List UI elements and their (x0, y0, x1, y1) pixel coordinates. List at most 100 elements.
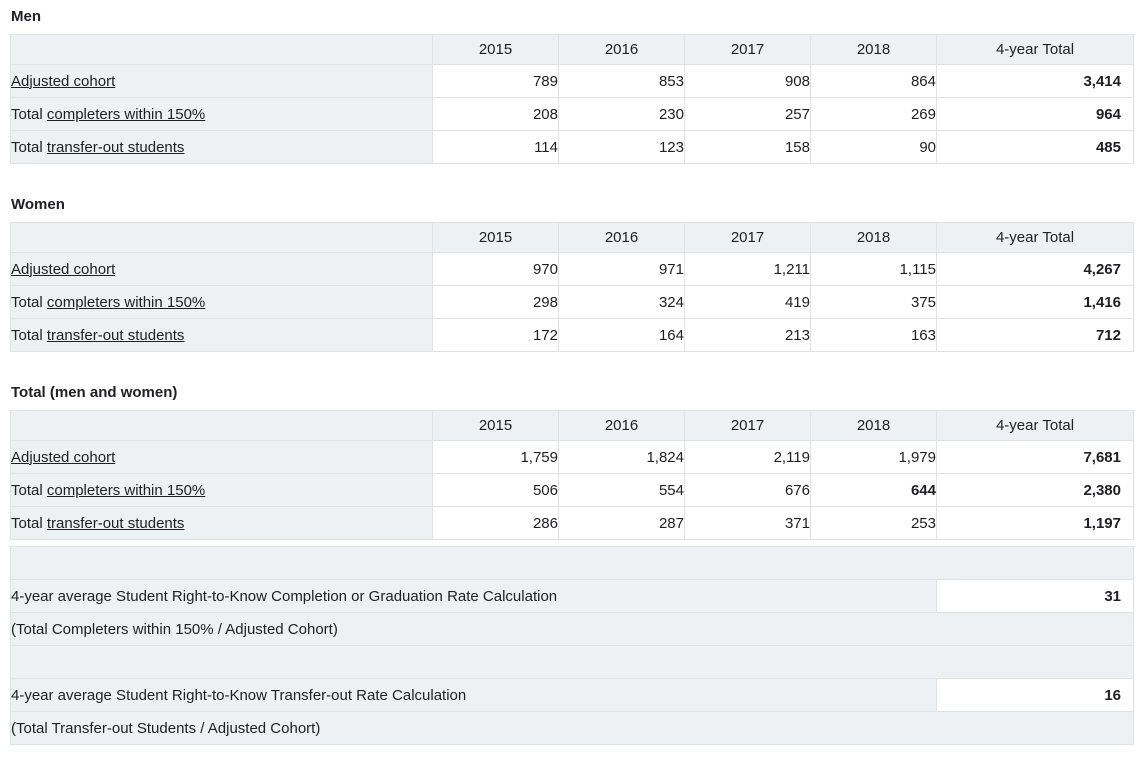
adjusted-cohort-link[interactable]: Adjusted cohort (11, 260, 116, 278)
year-value-cell: 371 (684, 506, 811, 540)
total-value-cell: 1,416 (936, 285, 1134, 319)
row-label: Total transfer-out students (10, 318, 433, 352)
row-label-prefix: Total (11, 138, 47, 156)
total-column-header: 4-year Total (936, 410, 1134, 441)
completion-formula-row: (Total Completers within 150% / Adjusted… (10, 612, 1134, 646)
row-label-prefix: Total (11, 326, 47, 344)
year-value-cell: 324 (558, 285, 685, 319)
row-label: Adjusted cohort (10, 64, 433, 98)
adjusted-cohort-link[interactable]: Adjusted cohort (11, 448, 116, 466)
row-label: Total transfer-out students (10, 506, 433, 540)
year-value-cell: 172 (432, 318, 559, 352)
row-label: Adjusted cohort (10, 440, 433, 474)
transfer-rate-formula: (Total Transfer-out Students / Adjusted … (10, 711, 1134, 745)
total-value-cell: 3,414 (936, 64, 1134, 98)
year-value-cell: 1,824 (558, 440, 685, 474)
year-value-cell: 970 (432, 252, 559, 286)
year-value-cell: 676 (684, 473, 811, 507)
rate-calculation-table: 4-year average Student Right-to-Know Com… (10, 546, 1134, 745)
row-label-prefix: Total (11, 293, 47, 311)
year-value-cell: 2,119 (684, 440, 811, 474)
table-row: Total transfer-out students 172 164 213 … (10, 318, 1134, 352)
year-column-header: 2018 (810, 410, 937, 441)
transfer-rate-value: 16 (936, 678, 1134, 712)
year-value-cell: 158 (684, 130, 811, 164)
year-column-header: 2017 (684, 34, 811, 65)
completers-within-150-link[interactable]: completers within 150% (46, 105, 206, 123)
row-label: Total completers within 150% (10, 285, 433, 319)
row-label: Total completers within 150% (10, 473, 433, 507)
spacer-row (10, 645, 1134, 679)
spacer-row (10, 546, 1134, 580)
transfer-out-students-link[interactable]: transfer-out students (46, 514, 185, 532)
section-title-men: Men (11, 8, 41, 25)
completion-rate-label: 4-year average Student Right-to-Know Com… (10, 579, 937, 613)
empty-header-cell (10, 222, 433, 253)
year-column-header: 2016 (558, 34, 685, 65)
total-section: Total (men and women) 2015 2016 2017 201… (10, 384, 1134, 540)
year-column-header: 2016 (558, 222, 685, 253)
table-row: Total transfer-out students 114 123 158 … (10, 130, 1134, 164)
completion-rate-value: 31 (936, 579, 1134, 613)
year-value-cell: 864 (810, 64, 937, 98)
year-value-cell: 644 (810, 473, 937, 507)
year-value-cell: 1,759 (432, 440, 559, 474)
table-row: Total completers within 150% 208 230 257… (10, 97, 1134, 131)
year-column-header: 2015 (432, 222, 559, 253)
row-label-prefix: Total (11, 514, 47, 532)
women-section: Women 2015 2016 2017 2018 4-year Total A… (10, 196, 1134, 352)
total-column-header: 4-year Total (936, 222, 1134, 253)
year-value-cell: 208 (432, 97, 559, 131)
year-value-cell: 554 (558, 473, 685, 507)
year-value-cell: 257 (684, 97, 811, 131)
year-value-cell: 230 (558, 97, 685, 131)
transfer-out-students-link[interactable]: transfer-out students (46, 138, 185, 156)
year-column-header: 2016 (558, 410, 685, 441)
header-row: 2015 2016 2017 2018 4-year Total (10, 34, 1134, 65)
year-value-cell: 164 (558, 318, 685, 352)
table-row: Adjusted cohort 970 971 1,211 1,115 4,26… (10, 252, 1134, 286)
transfer-formula-row: (Total Transfer-out Students / Adjusted … (10, 711, 1134, 745)
year-value-cell: 506 (432, 473, 559, 507)
year-column-header: 2018 (810, 34, 937, 65)
year-value-cell: 90 (810, 130, 937, 164)
section-title-total: Total (men and women) (11, 384, 178, 401)
year-column-header: 2015 (432, 410, 559, 441)
men-section: Men 2015 2016 2017 2018 4-year Total Adj… (10, 8, 1134, 164)
year-column-header: 2018 (810, 222, 937, 253)
spacer-cell (10, 645, 1134, 679)
transfer-rate-label: 4-year average Student Right-to-Know Tra… (10, 678, 937, 712)
total-value-cell: 964 (936, 97, 1134, 131)
year-value-cell: 419 (684, 285, 811, 319)
total-value-cell: 485 (936, 130, 1134, 164)
transfer-out-students-link[interactable]: transfer-out students (46, 326, 185, 344)
year-value-cell: 213 (684, 318, 811, 352)
men-table: 2015 2016 2017 2018 4-year Total Adjuste… (10, 34, 1134, 164)
year-column-header: 2017 (684, 222, 811, 253)
year-value-cell: 375 (810, 285, 937, 319)
year-column-header: 2017 (684, 410, 811, 441)
table-row: Total transfer-out students 286 287 371 … (10, 506, 1134, 540)
completion-rate-formula: (Total Completers within 150% / Adjusted… (10, 612, 1134, 646)
completers-within-150-link[interactable]: completers within 150% (46, 481, 206, 499)
row-label-prefix: Total (11, 105, 47, 123)
transfer-rate-row: 4-year average Student Right-to-Know Tra… (10, 678, 1134, 712)
header-row: 2015 2016 2017 2018 4-year Total (10, 222, 1134, 253)
year-value-cell: 163 (810, 318, 937, 352)
year-value-cell: 287 (558, 506, 685, 540)
women-table: 2015 2016 2017 2018 4-year Total Adjuste… (10, 222, 1134, 352)
completers-within-150-link[interactable]: completers within 150% (46, 293, 206, 311)
header-row: 2015 2016 2017 2018 4-year Total (10, 410, 1134, 441)
year-value-cell: 971 (558, 252, 685, 286)
year-value-cell: 286 (432, 506, 559, 540)
adjusted-cohort-link[interactable]: Adjusted cohort (11, 72, 116, 90)
year-value-cell: 1,115 (810, 252, 937, 286)
year-value-cell: 269 (810, 97, 937, 131)
total-value-cell: 7,681 (936, 440, 1134, 474)
table-row: Adjusted cohort 1,759 1,824 2,119 1,979 … (10, 440, 1134, 474)
empty-header-cell (10, 34, 433, 65)
year-value-cell: 789 (432, 64, 559, 98)
row-label: Total transfer-out students (10, 130, 433, 164)
row-label: Adjusted cohort (10, 252, 433, 286)
